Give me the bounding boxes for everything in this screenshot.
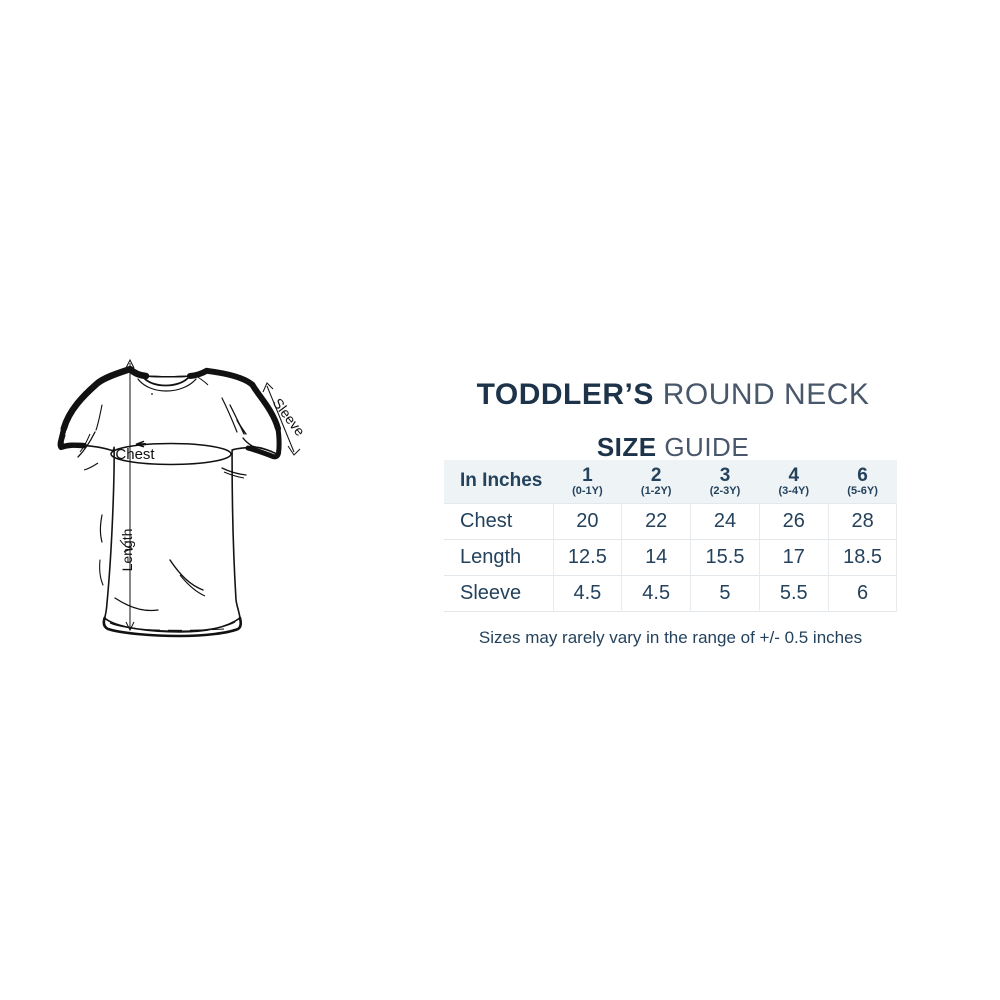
svg-text:Chest: Chest [115,446,155,463]
svg-text:Length: Length [119,529,135,572]
